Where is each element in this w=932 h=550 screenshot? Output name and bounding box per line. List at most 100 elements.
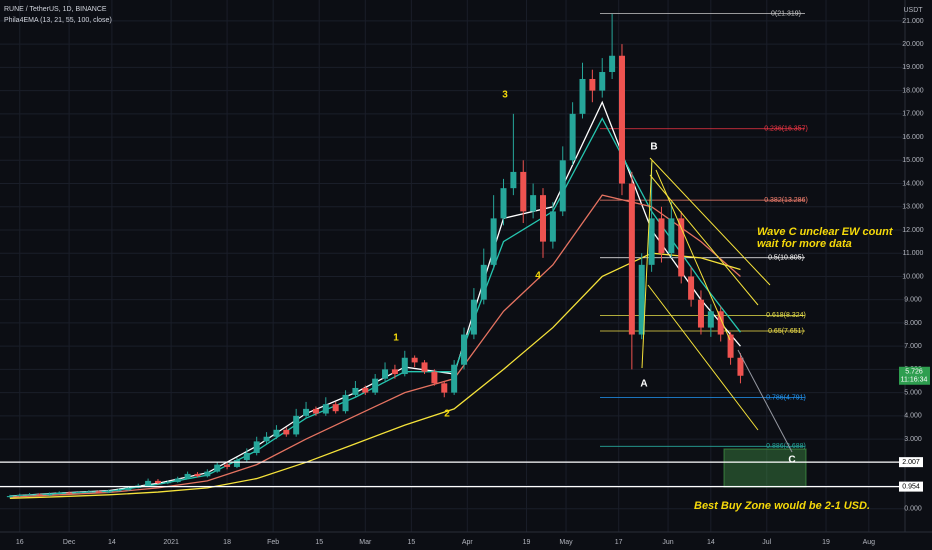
y-tick-label: 14.000 — [902, 180, 924, 187]
candle-body — [480, 264, 487, 300]
trend-line — [647, 284, 759, 431]
candle-body — [46, 493, 53, 496]
x-tick-label: 2021 — [163, 539, 179, 546]
candle-body — [658, 218, 665, 254]
candle-body — [362, 387, 369, 393]
y-tick-label: 20.000 — [902, 41, 924, 48]
price-tag-label: 2.007 — [902, 459, 920, 466]
candle-body — [599, 72, 606, 91]
candle-body — [204, 471, 211, 477]
candle-body — [214, 464, 221, 472]
candle-body — [66, 492, 73, 494]
candle-body — [115, 490, 122, 492]
candle-body — [332, 404, 339, 412]
candle-body — [470, 299, 477, 335]
candle-body — [273, 429, 280, 437]
candle-body — [95, 491, 102, 493]
chart-title: RUNE / TetherUS, 1D, BINANCE — [4, 6, 107, 13]
fib-label: 0.5(10.805) — [768, 255, 804, 262]
candle-body — [174, 478, 181, 483]
candle-body — [154, 480, 161, 484]
x-tick-label: 15 — [315, 539, 323, 546]
note: Wave C unclear EW count — [757, 226, 894, 238]
buy-zone-box — [723, 448, 807, 488]
fib-label: 0.236(16.357) — [764, 126, 808, 133]
axes: 0.0001.0002.0003.0004.0005.0006.0007.000… — [16, 18, 930, 546]
candle-body — [382, 369, 389, 379]
wave-label: A — [640, 379, 647, 390]
candle-body — [737, 357, 744, 376]
price-tag-label: 0.954 — [902, 483, 920, 490]
y-tick-label: 13.000 — [902, 204, 924, 211]
last-price-tag — [899, 366, 930, 385]
candle-body — [618, 55, 625, 184]
candle-body — [441, 383, 448, 393]
candle-body — [461, 334, 468, 365]
fib-label: 0(21.319) — [771, 10, 801, 17]
price-axis — [905, 0, 932, 532]
candle-body — [717, 311, 724, 335]
candle-body — [224, 464, 231, 467]
candle-body — [668, 218, 675, 254]
candle-body — [253, 441, 260, 454]
candle-body — [609, 55, 616, 73]
indicator-label: Phila4EMA (13, 21, 55, 100, close) — [4, 17, 112, 24]
x-tick-label: 18 — [223, 539, 231, 546]
axis-unit: USDT — [903, 7, 923, 14]
buy-zone-note: Best Buy Zone would be 2-1 USD. — [694, 500, 870, 512]
trend-line — [655, 169, 731, 341]
x-tick-label: 17 — [615, 539, 623, 546]
candle-body — [490, 218, 497, 265]
candle-body — [145, 480, 152, 486]
candle-body — [26, 494, 33, 496]
candle-body — [105, 490, 112, 493]
candle-body — [342, 394, 349, 412]
trend-line — [641, 159, 653, 369]
y-tick-label: 16.000 — [902, 134, 924, 141]
x-tick-label: Jun — [662, 539, 673, 546]
candles — [6, 13, 744, 498]
candle-body — [559, 160, 566, 212]
y-tick-label: 18.000 — [902, 87, 924, 94]
x-tick-label: 14 — [108, 539, 116, 546]
candle-body — [6, 495, 13, 498]
trend-line — [649, 157, 771, 286]
candle-body — [540, 195, 546, 242]
candle-body — [569, 113, 576, 161]
candle-body — [85, 491, 92, 493]
candle-body — [263, 436, 270, 442]
candle-body — [510, 171, 517, 189]
candle-body — [322, 404, 329, 414]
candle-body — [707, 311, 714, 328]
candle-body — [303, 408, 310, 416]
candle-body — [372, 378, 379, 393]
y-tick-label: 10.000 — [902, 273, 924, 280]
candle-body — [579, 78, 586, 114]
candle-body — [125, 487, 132, 491]
x-tick-label: Mar — [359, 539, 372, 546]
candle-body — [56, 492, 63, 494]
y-tick-label: 17.000 — [902, 111, 924, 118]
x-tick-label: Feb — [267, 539, 279, 546]
candle-body — [589, 78, 596, 91]
y-tick-label: 5.000 — [904, 389, 922, 396]
x-tick-label: Jul — [762, 539, 771, 546]
y-tick-label: 8.000 — [904, 320, 922, 327]
candle-body — [164, 482, 171, 484]
candle-body — [697, 299, 704, 328]
fib-label: 0.618(8.324) — [766, 312, 806, 319]
candle-body — [688, 276, 695, 300]
candle-body — [678, 218, 685, 277]
candle-body — [36, 494, 43, 496]
wave-label: 2 — [444, 409, 450, 420]
candle-body — [352, 387, 359, 395]
wave-label: 4 — [535, 271, 541, 282]
x-tick-label: 16 — [16, 539, 24, 546]
candle-body — [411, 357, 418, 363]
ema-line — [9, 194, 741, 498]
candle-body — [75, 492, 82, 494]
candle-body — [638, 264, 645, 335]
candle-body — [194, 473, 201, 477]
